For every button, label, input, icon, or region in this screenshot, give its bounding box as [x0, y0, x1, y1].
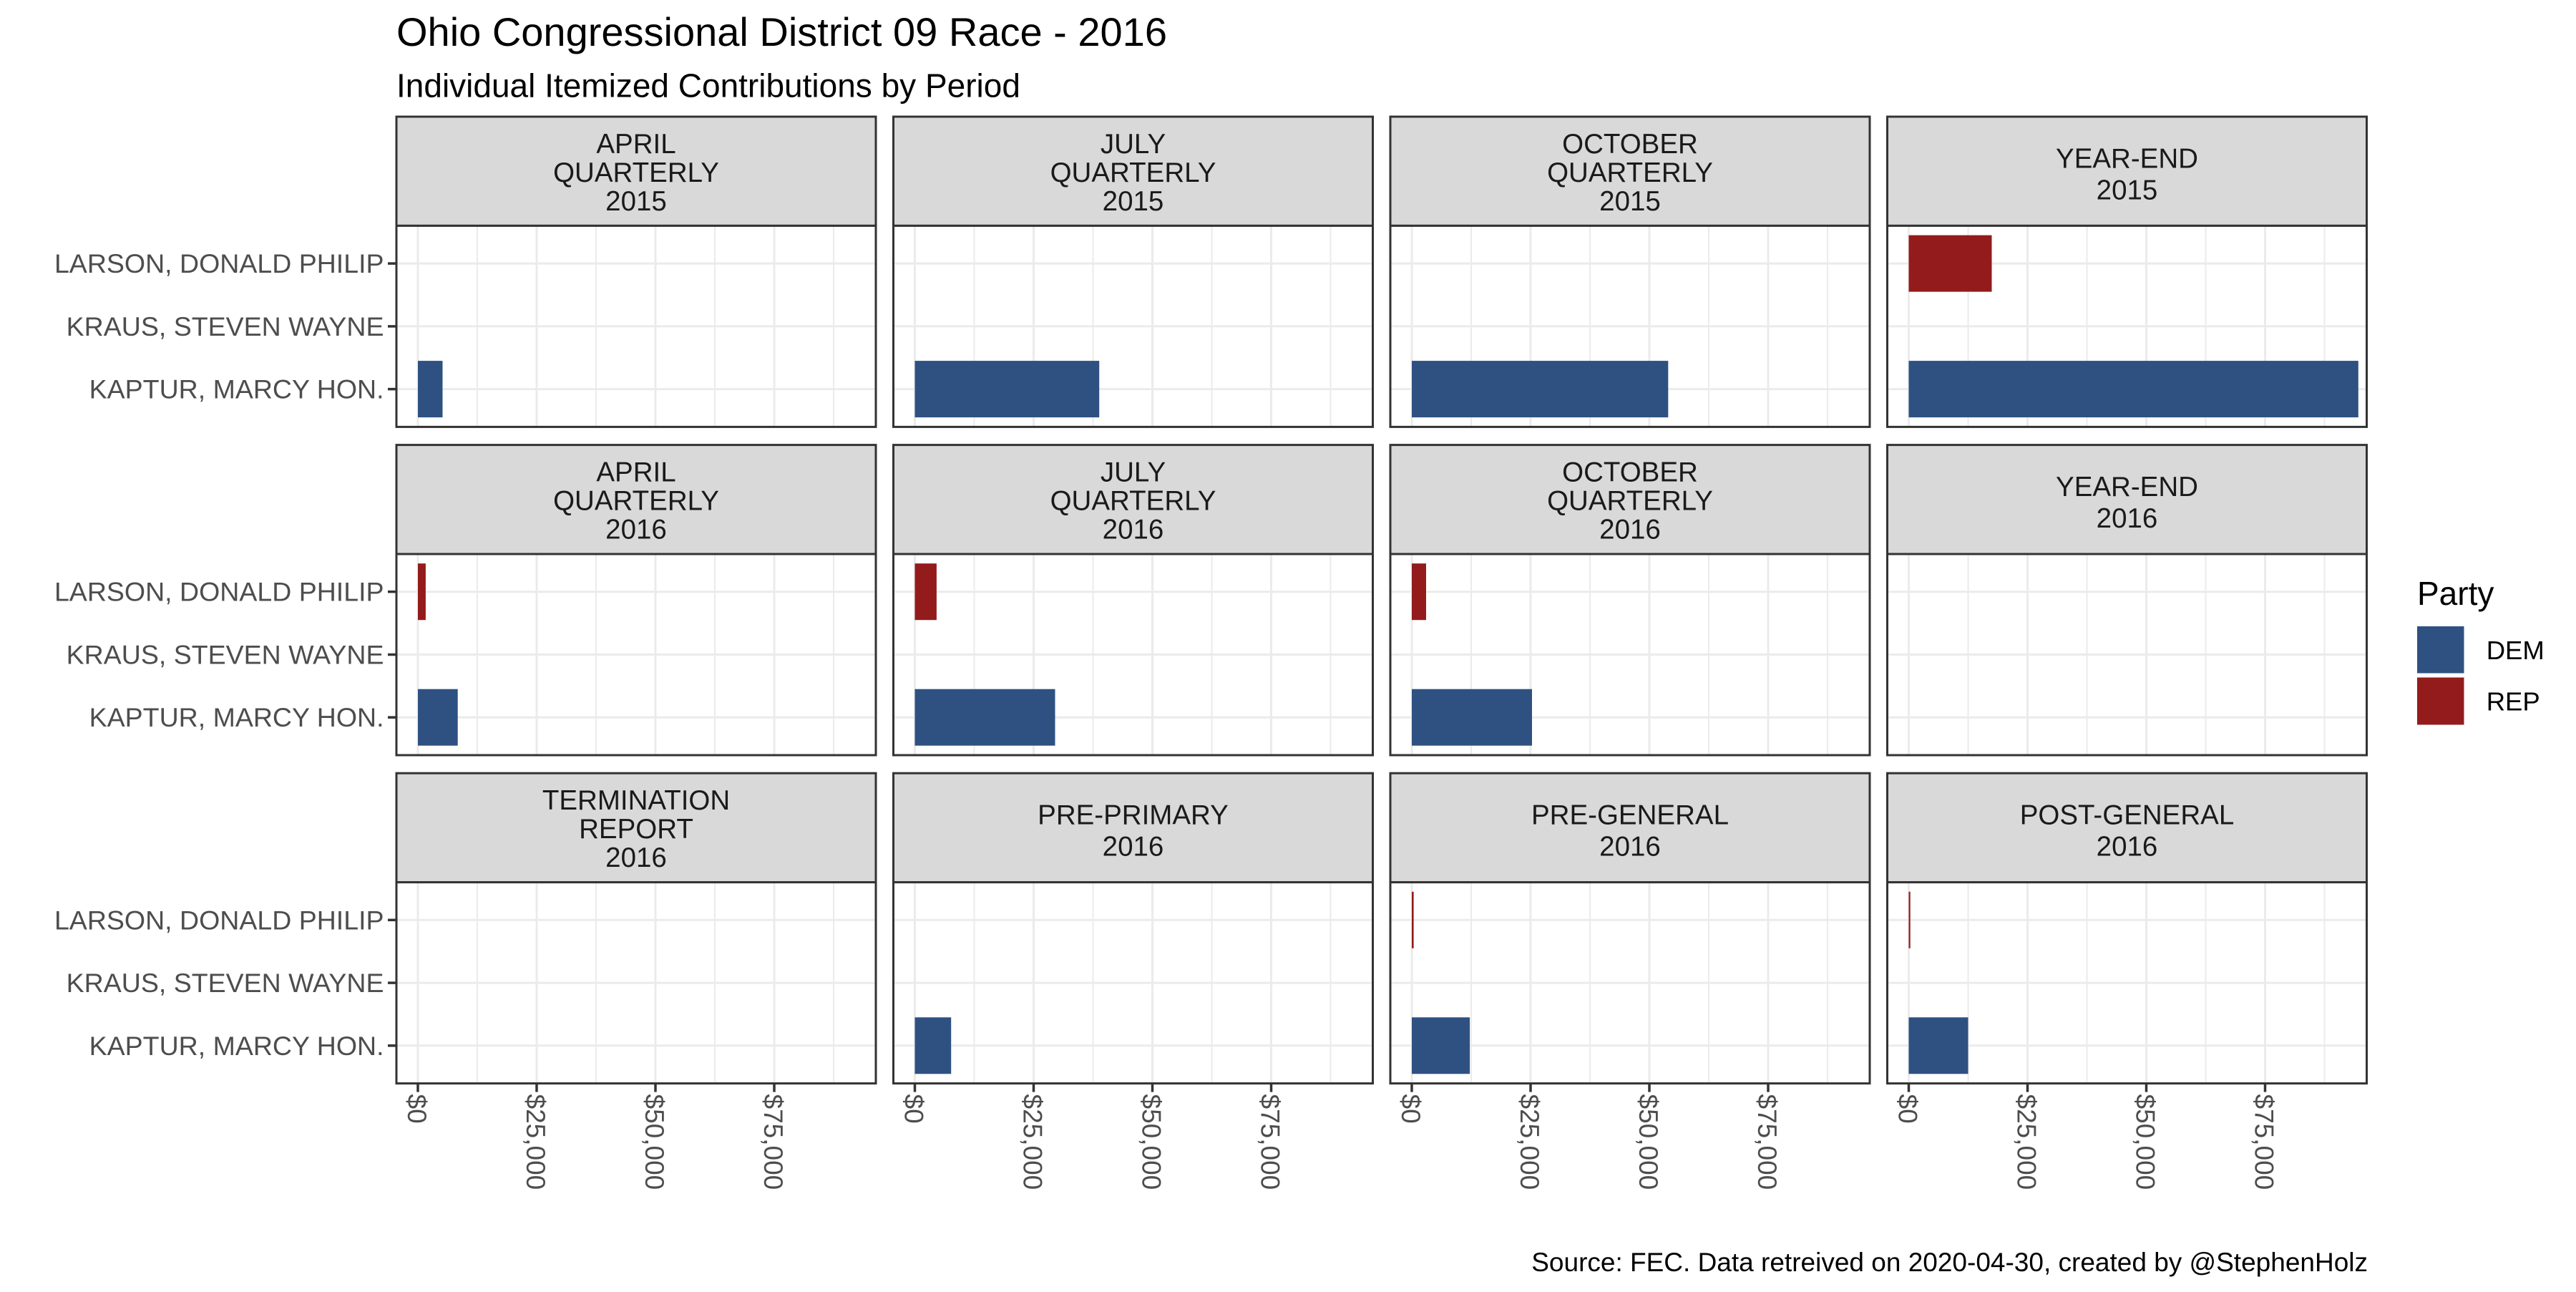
svg-text:2016: 2016 — [1599, 515, 1661, 545]
svg-text:2016: 2016 — [2097, 503, 2158, 534]
svg-text:$75,000: $75,000 — [1752, 1094, 1782, 1190]
svg-text:$50,000: $50,000 — [1634, 1094, 1663, 1190]
svg-text:$75,000: $75,000 — [1256, 1094, 1285, 1190]
svg-text:JULY: JULY — [1101, 129, 1166, 160]
svg-text:OCTOBER: OCTOBER — [1562, 129, 1698, 160]
svg-text:REPORT: REPORT — [579, 814, 693, 845]
svg-text:QUARTERLY: QUARTERLY — [1050, 157, 1216, 188]
svg-text:QUARTERLY: QUARTERLY — [553, 486, 719, 517]
svg-text:$50,000: $50,000 — [640, 1094, 669, 1190]
svg-text:KAPTUR, MARCY HON.: KAPTUR, MARCY HON. — [89, 702, 384, 732]
svg-text:OCTOBER: OCTOBER — [1562, 457, 1698, 488]
svg-text:LARSON, DONALD PHILIP: LARSON, DONALD PHILIP — [54, 577, 384, 607]
svg-text:$0: $0 — [1396, 1094, 1425, 1124]
svg-text:2015: 2015 — [605, 186, 667, 217]
svg-text:Source: FEC. Data retreived on: Source: FEC. Data retreived on 2020-04-3… — [1531, 1248, 2368, 1277]
svg-text:$75,000: $75,000 — [758, 1094, 788, 1190]
svg-text:PRE-GENERAL: PRE-GENERAL — [1531, 800, 1729, 831]
svg-text:$25,000: $25,000 — [1018, 1094, 1048, 1190]
svg-text:2015: 2015 — [2097, 175, 2158, 206]
svg-text:LARSON, DONALD PHILIP: LARSON, DONALD PHILIP — [54, 248, 384, 278]
svg-text:$0: $0 — [402, 1094, 431, 1124]
svg-text:2015: 2015 — [1599, 186, 1661, 217]
svg-text:2016: 2016 — [1103, 515, 1164, 545]
svg-text:QUARTERLY: QUARTERLY — [553, 157, 719, 188]
svg-text:2016: 2016 — [2097, 832, 2158, 863]
svg-text:2016: 2016 — [1599, 832, 1661, 863]
svg-text:KAPTUR, MARCY HON.: KAPTUR, MARCY HON. — [89, 374, 384, 404]
svg-text:PRE-PRIMARY: PRE-PRIMARY — [1038, 800, 1229, 831]
svg-text:YEAR-END: YEAR-END — [2056, 472, 2198, 502]
svg-text:Ohio Congressional District 09: Ohio Congressional District 09 Race - 20… — [396, 9, 1167, 54]
svg-text:$25,000: $25,000 — [2012, 1094, 2041, 1190]
svg-text:$75,000: $75,000 — [2250, 1094, 2279, 1190]
svg-text:POST-GENERAL: POST-GENERAL — [2020, 800, 2235, 831]
svg-text:QUARTERLY: QUARTERLY — [1050, 486, 1216, 517]
svg-text:$0: $0 — [899, 1094, 929, 1124]
svg-text:JULY: JULY — [1101, 457, 1166, 488]
svg-text:$0: $0 — [1893, 1094, 1923, 1124]
svg-text:QUARTERLY: QUARTERLY — [1547, 157, 1713, 188]
svg-text:$50,000: $50,000 — [1137, 1094, 1166, 1190]
svg-text:KRAUS, STEVEN WAYNE: KRAUS, STEVEN WAYNE — [67, 968, 384, 998]
svg-text:2015: 2015 — [1103, 186, 1164, 217]
svg-text:LARSON, DONALD PHILIP: LARSON, DONALD PHILIP — [54, 905, 384, 935]
svg-text:YEAR-END: YEAR-END — [2056, 144, 2198, 175]
svg-text:2016: 2016 — [605, 842, 667, 873]
svg-text:TERMINATION: TERMINATION — [542, 785, 730, 816]
svg-text:REP: REP — [2487, 687, 2540, 717]
svg-text:2016: 2016 — [605, 515, 667, 545]
svg-text:KRAUS, STEVEN WAYNE: KRAUS, STEVEN WAYNE — [67, 640, 384, 670]
svg-text:KRAUS, STEVEN WAYNE: KRAUS, STEVEN WAYNE — [67, 311, 384, 341]
svg-text:APRIL: APRIL — [596, 457, 675, 488]
svg-text:Individual Itemized Contributi: Individual Itemized Contributions by Per… — [396, 67, 1020, 105]
svg-text:$25,000: $25,000 — [1515, 1094, 1544, 1190]
svg-text:$25,000: $25,000 — [521, 1094, 550, 1190]
svg-text:DEM: DEM — [2487, 636, 2545, 665]
svg-text:APRIL: APRIL — [596, 129, 675, 160]
svg-text:QUARTERLY: QUARTERLY — [1547, 486, 1713, 517]
svg-text:2016: 2016 — [1103, 832, 1164, 863]
svg-text:KAPTUR, MARCY HON.: KAPTUR, MARCY HON. — [89, 1031, 384, 1061]
svg-text:$50,000: $50,000 — [2131, 1094, 2160, 1190]
svg-text:Party: Party — [2417, 575, 2494, 612]
